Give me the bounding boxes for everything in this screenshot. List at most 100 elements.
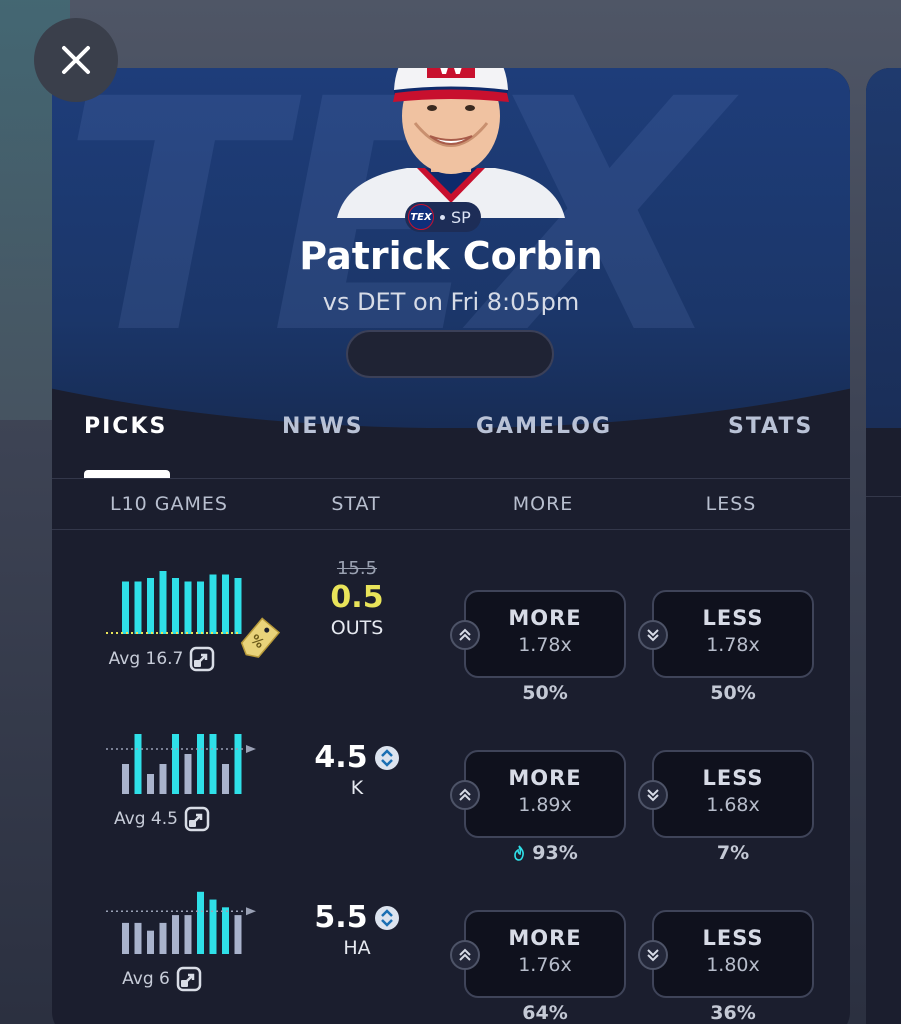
l10-bar: [147, 930, 154, 954]
player-headshot: W: [337, 68, 565, 218]
tab-bar: PICKS NEWS GAMELOG STATS: [52, 408, 850, 480]
l10-chart[interactable]: [82, 558, 262, 648]
stat-line: 4.5: [277, 740, 437, 775]
action-pill[interactable]: [346, 330, 554, 378]
less-multiplier: 1.80x: [706, 954, 760, 976]
avg-label: Avg 4.5: [102, 806, 222, 832]
next-card-hero: [866, 68, 901, 428]
l10-bar: [184, 581, 192, 634]
l10-bar: [222, 574, 229, 634]
swap-vertical-icon[interactable]: [374, 905, 400, 931]
less-percent: 50%: [652, 682, 814, 704]
separator-dot: [440, 214, 445, 220]
stat-line-value: 5.5: [314, 900, 368, 935]
l10-bar: [234, 734, 242, 794]
l10-bar: [197, 891, 204, 954]
avg-label: Avg 6: [102, 966, 222, 992]
stat-line: 0.5: [277, 580, 437, 615]
l10-bar: [197, 734, 204, 794]
team-position-badge: TEX SP: [405, 202, 481, 232]
projection-row-ha: Avg 6 5.5 HA MORE 1.76x: [52, 878, 850, 1024]
l10-bar: [147, 578, 154, 634]
l10-bar: [172, 734, 179, 794]
less-label: LESS: [702, 766, 764, 790]
expand-icon[interactable]: [184, 806, 210, 832]
player-name: Patrick Corbin: [299, 234, 603, 278]
l10-bar: [122, 581, 129, 634]
line-marker: [246, 745, 256, 753]
less-button[interactable]: LESS 1.68x: [638, 750, 814, 838]
game-matchup: vs DET on Fri 8:05pm: [322, 288, 580, 316]
less-button[interactable]: LESS 1.78x: [638, 590, 814, 678]
close-icon: [62, 46, 90, 74]
l10-bar: [159, 571, 167, 634]
tab-stats[interactable]: STATS: [728, 414, 814, 439]
l10-bar: [234, 578, 242, 634]
tab-news[interactable]: NEWS: [282, 414, 364, 439]
player-card: TEX W TEX SP Patrick Corbin vs DET on Fr…: [52, 68, 850, 1024]
original-line: [277, 718, 437, 740]
column-headers: L10 GAMES STAT MORE LESS: [52, 478, 850, 530]
l10-bar: [222, 764, 229, 794]
stat-line-value: 4.5: [314, 740, 368, 775]
more-multiplier: 1.78x: [518, 634, 572, 656]
expand-icon[interactable]: [189, 646, 215, 672]
less-percent-value: 36%: [710, 1002, 756, 1024]
col-less: LESS: [705, 493, 757, 515]
stat-line: 5.5: [277, 900, 437, 935]
more-button[interactable]: MORE 1.89x: [450, 750, 626, 838]
col-l10-games: L10 GAMES: [110, 493, 228, 515]
l10-bar: [172, 578, 179, 634]
more-percent-value: 93%: [532, 842, 578, 864]
next-player-card[interactable]: [866, 68, 901, 1024]
l10-bar: [172, 915, 179, 954]
discount-tag-icon: %: [240, 617, 281, 658]
l10-bar: [122, 764, 129, 794]
tab-picks[interactable]: PICKS: [84, 414, 168, 439]
avg-value: Avg 16.7: [108, 649, 184, 669]
original-line: 15.5: [336, 558, 378, 579]
tab-gamelog[interactable]: GAMELOG: [476, 414, 612, 439]
l10-bar: [122, 922, 129, 954]
l10-chart[interactable]: [82, 878, 262, 968]
l10-bar: [234, 915, 242, 954]
avg-value: Avg 6: [122, 969, 170, 989]
l10-bar: [159, 922, 167, 954]
less-button[interactable]: LESS 1.80x: [638, 910, 814, 998]
more-multiplier: 1.89x: [518, 794, 572, 816]
l10-bar: [197, 581, 204, 634]
less-percent: 36%: [652, 1002, 814, 1024]
double-chevron-down-icon: [638, 620, 668, 650]
l10-bar: [222, 907, 229, 954]
more-percent-value: 50%: [522, 682, 568, 704]
more-label: MORE: [508, 606, 582, 630]
double-chevron-down-icon: [638, 940, 668, 970]
l10-bar: [184, 754, 192, 794]
l10-chart[interactable]: [82, 718, 262, 808]
l10-bar: [209, 734, 217, 794]
player-position: SP: [451, 207, 471, 227]
swap-vertical-icon[interactable]: [374, 745, 400, 771]
more-button[interactable]: MORE 1.78x: [450, 590, 626, 678]
l10-bar: [134, 734, 142, 794]
avg-value: Avg 4.5: [114, 809, 178, 829]
more-percent: 64%: [464, 1002, 626, 1024]
more-button[interactable]: MORE 1.76x: [450, 910, 626, 998]
stat-type: OUTS: [330, 617, 384, 639]
expand-icon[interactable]: [176, 966, 202, 992]
more-label: MORE: [508, 926, 582, 950]
active-tab-indicator: [84, 470, 170, 478]
col-stat: STAT: [331, 493, 381, 515]
original-line: [277, 878, 437, 900]
stat-type: K: [350, 777, 364, 799]
l10-bar: [209, 899, 217, 954]
l10-bar: [184, 915, 192, 954]
l10-bar: [209, 574, 217, 634]
less-percent-value: 7%: [716, 842, 750, 864]
l10-bar: [159, 764, 167, 794]
close-button[interactable]: [34, 18, 118, 102]
more-multiplier: 1.76x: [518, 954, 572, 976]
stat-block: 4.5 K: [277, 718, 437, 799]
l10-bar: [147, 774, 154, 794]
avg-label: Avg 16.7: [102, 646, 222, 672]
